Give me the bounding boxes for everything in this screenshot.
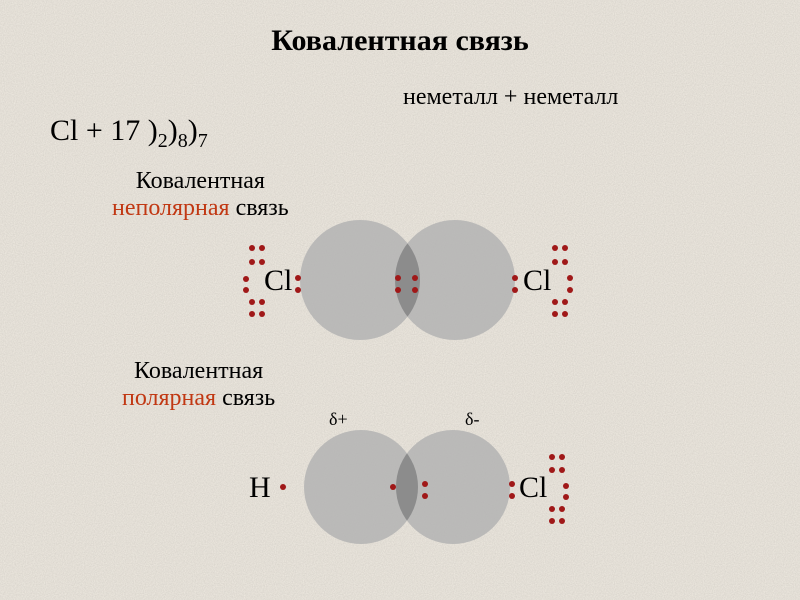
electron-dot bbox=[259, 299, 265, 305]
electron-dot bbox=[422, 493, 428, 499]
electron-dot bbox=[552, 311, 558, 317]
electron-dot bbox=[243, 276, 249, 282]
electron-dot bbox=[512, 287, 518, 293]
electron-dot bbox=[563, 494, 569, 500]
electron-dot bbox=[549, 467, 555, 473]
subtitle-nonmetal: неметалл + неметалл bbox=[403, 84, 618, 111]
label-nonpolar-tail: связь bbox=[230, 195, 289, 221]
electron-config-formula: Cl + 17 )2)8)7 bbox=[50, 114, 208, 153]
page-title: Ковалентная связь bbox=[0, 24, 800, 58]
atom-label: Cl bbox=[264, 264, 292, 297]
electron-dot bbox=[549, 518, 555, 524]
electron-dot bbox=[567, 287, 573, 293]
electron-dot bbox=[249, 259, 255, 265]
electron-dot bbox=[249, 245, 255, 251]
label-nonpolar-line1: Ковалентная bbox=[136, 168, 265, 194]
label-nonpolar-bond: Ковалентная неполярная связь bbox=[112, 168, 289, 222]
electron-dot bbox=[552, 245, 558, 251]
electron-dot bbox=[259, 245, 265, 251]
label-polar-tail: связь bbox=[216, 385, 275, 411]
electron-dot bbox=[412, 287, 418, 293]
atom-label: Cl bbox=[519, 471, 547, 504]
electron-dot bbox=[422, 481, 428, 487]
label-polar-word: полярная bbox=[122, 385, 216, 411]
label-polar-bond: Ковалентная полярная связь bbox=[122, 358, 275, 412]
electron-dot bbox=[562, 259, 568, 265]
electron-dot bbox=[390, 484, 396, 490]
electron-dot bbox=[549, 506, 555, 512]
electron-dot bbox=[395, 287, 401, 293]
electron-dot bbox=[512, 275, 518, 281]
formula-subscript: 8 bbox=[178, 130, 188, 152]
electron-dot bbox=[243, 287, 249, 293]
electron-dot bbox=[559, 454, 565, 460]
electron-dot bbox=[509, 493, 515, 499]
electron-dot bbox=[249, 299, 255, 305]
electron-dot bbox=[280, 484, 286, 490]
electron-dot bbox=[412, 275, 418, 281]
electron-dot bbox=[509, 481, 515, 487]
formula-subscript: 2 bbox=[158, 130, 168, 152]
electron-dot bbox=[552, 299, 558, 305]
atom-label: H bbox=[249, 471, 271, 504]
electron-dot bbox=[395, 275, 401, 281]
electron-dot bbox=[559, 506, 565, 512]
formula-subscript: 7 bbox=[198, 130, 208, 152]
electron-dot bbox=[562, 311, 568, 317]
atom-label: δ- bbox=[465, 409, 479, 429]
electron-dot bbox=[562, 299, 568, 305]
background-svg: Cl Cl H Cl δ+ δ- bbox=[0, 0, 800, 600]
formula-part: Cl + 17 ) bbox=[50, 114, 158, 147]
electron-dot bbox=[559, 467, 565, 473]
electron-dot bbox=[567, 275, 573, 281]
formula-part: ) bbox=[188, 114, 198, 147]
slide-root: Cl Cl H Cl δ+ δ- Ковалентная связь неметалл +… bbox=[0, 0, 800, 600]
label-nonpolar-word: неполярная bbox=[112, 195, 230, 221]
formula-part: ) bbox=[168, 114, 178, 147]
electron-dot bbox=[559, 518, 565, 524]
electron-dot bbox=[295, 275, 301, 281]
electron-dot bbox=[549, 454, 555, 460]
atom-label: δ+ bbox=[329, 409, 348, 429]
electron-dot bbox=[249, 311, 255, 317]
electron-dot bbox=[563, 483, 569, 489]
electron-dot bbox=[562, 245, 568, 251]
electron-dot bbox=[295, 287, 301, 293]
atom-label: Cl bbox=[523, 264, 551, 297]
electron-dot bbox=[259, 311, 265, 317]
label-polar-line1: Ковалентная bbox=[134, 358, 263, 384]
electron-dot bbox=[552, 259, 558, 265]
